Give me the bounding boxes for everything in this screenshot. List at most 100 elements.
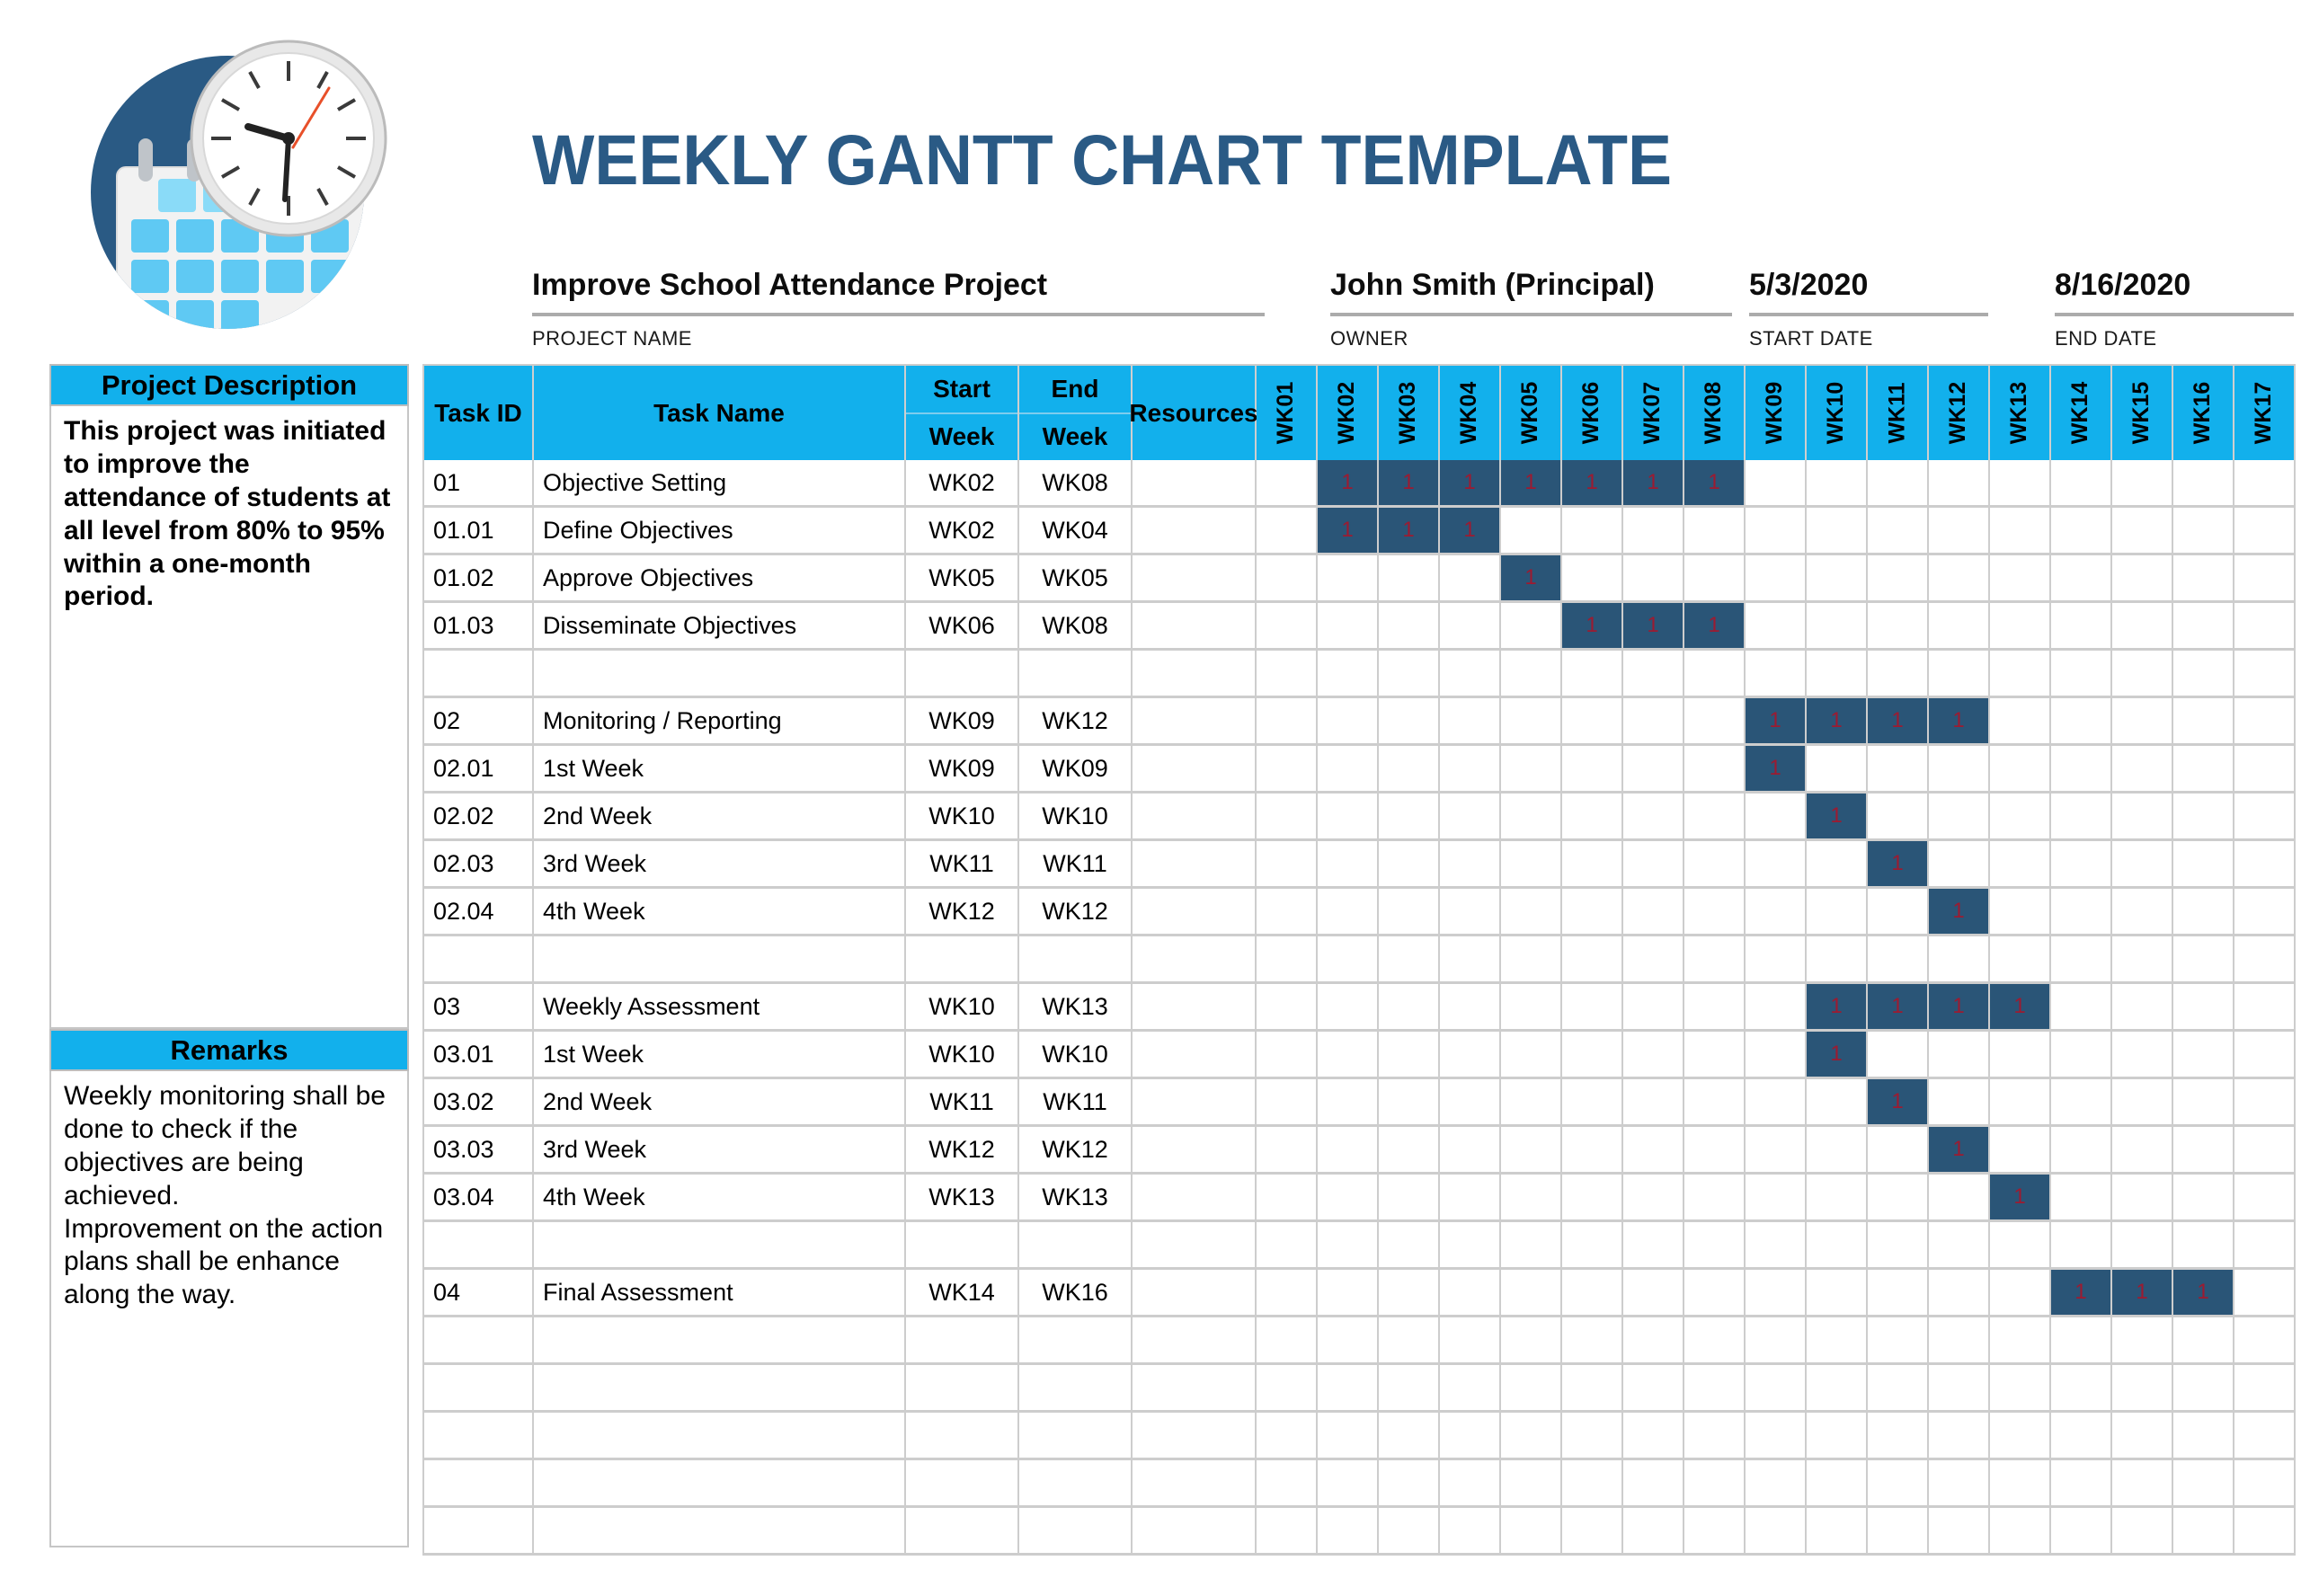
week-cell[interactable]: [1623, 1413, 1684, 1458]
week-cell[interactable]: [1746, 508, 1807, 553]
week-cell[interactable]: [1807, 889, 1868, 934]
week-cell[interactable]: [1257, 889, 1318, 934]
week-cell[interactable]: [1379, 555, 1440, 600]
week-cell[interactable]: [1379, 936, 1440, 981]
week-cell[interactable]: [2234, 1317, 2296, 1362]
week-cell[interactable]: [1684, 746, 1746, 791]
task-id-cell[interactable]: [424, 1413, 534, 1458]
task-id-cell[interactable]: 01.01: [424, 508, 534, 553]
week-cell[interactable]: [2173, 1460, 2234, 1505]
end-week-cell[interactable]: [1019, 651, 1133, 696]
task-name-cell[interactable]: Disseminate Objectives: [534, 603, 906, 648]
end-week-cell[interactable]: WK09: [1019, 746, 1133, 791]
gantt-bar-cell[interactable]: 1: [1807, 794, 1868, 838]
gantt-bar-cell[interactable]: 1: [1623, 460, 1684, 505]
week-cell[interactable]: [1318, 841, 1379, 886]
gantt-bar-cell[interactable]: 1: [1807, 1032, 1868, 1077]
week-cell[interactable]: [1623, 1460, 1684, 1505]
week-cell[interactable]: [2051, 508, 2112, 553]
gantt-bar-cell[interactable]: 1: [1868, 841, 1929, 886]
week-cell[interactable]: [2173, 1222, 2234, 1267]
week-cell[interactable]: [1684, 1460, 1746, 1505]
start-week-cell[interactable]: WK10: [906, 794, 1019, 838]
week-cell[interactable]: [1562, 984, 1623, 1029]
week-cell[interactable]: [1379, 1460, 1440, 1505]
week-cell[interactable]: [2173, 841, 2234, 886]
week-cell[interactable]: [1623, 1508, 1684, 1553]
week-cell[interactable]: [1990, 698, 2051, 743]
project-name-value[interactable]: Improve School Attendance Project: [532, 268, 1048, 302]
week-cell[interactable]: [1257, 460, 1318, 505]
week-cell[interactable]: [1501, 889, 1562, 934]
end-week-cell[interactable]: WK08: [1019, 460, 1133, 505]
week-cell[interactable]: [1746, 1175, 1807, 1219]
week-cell[interactable]: [1623, 1270, 1684, 1315]
week-cell[interactable]: [1807, 1079, 1868, 1124]
resources-cell[interactable]: [1133, 1175, 1257, 1219]
week-cell[interactable]: [1929, 1365, 1990, 1410]
week-cell[interactable]: [1929, 1032, 1990, 1077]
week-cell[interactable]: [1684, 1413, 1746, 1458]
task-id-cell[interactable]: 02.04: [424, 889, 534, 934]
week-cell[interactable]: [1929, 746, 1990, 791]
end-week-cell[interactable]: WK11: [1019, 1079, 1133, 1124]
week-cell[interactable]: [2234, 1127, 2296, 1172]
week-cell[interactable]: [1440, 603, 1501, 648]
resources-cell[interactable]: [1133, 1317, 1257, 1362]
week-cell[interactable]: [2173, 1175, 2234, 1219]
week-cell[interactable]: [1684, 1365, 1746, 1410]
gantt-bar-cell[interactable]: 1: [1562, 460, 1623, 505]
resources-cell[interactable]: [1133, 1032, 1257, 1077]
week-cell[interactable]: [1318, 1032, 1379, 1077]
week-cell[interactable]: [1257, 841, 1318, 886]
week-cell[interactable]: [1868, 794, 1929, 838]
task-id-cell[interactable]: [424, 1317, 534, 1362]
week-cell[interactable]: [2112, 698, 2173, 743]
end-week-cell[interactable]: WK10: [1019, 1032, 1133, 1077]
week-cell[interactable]: [2234, 1460, 2296, 1505]
week-cell[interactable]: [1257, 1270, 1318, 1315]
week-cell[interactable]: [1440, 936, 1501, 981]
week-cell[interactable]: [1868, 508, 1929, 553]
week-cell[interactable]: [1746, 1270, 1807, 1315]
week-cell[interactable]: [2112, 1365, 2173, 1410]
week-cell[interactable]: [1684, 1175, 1746, 1219]
week-cell[interactable]: [1501, 1460, 1562, 1505]
resources-cell[interactable]: [1133, 1508, 1257, 1553]
task-name-cell[interactable]: Define Objectives: [534, 508, 906, 553]
week-cell[interactable]: [1379, 1127, 1440, 1172]
task-name-cell[interactable]: [534, 936, 906, 981]
week-cell[interactable]: [1746, 794, 1807, 838]
start-week-cell[interactable]: [906, 1508, 1019, 1553]
week-cell[interactable]: [1318, 1175, 1379, 1219]
task-id-cell[interactable]: [424, 1222, 534, 1267]
week-cell[interactable]: [1379, 1317, 1440, 1362]
week-cell[interactable]: [1257, 936, 1318, 981]
week-cell[interactable]: [2051, 794, 2112, 838]
week-cell[interactable]: [1257, 555, 1318, 600]
task-name-cell[interactable]: Monitoring / Reporting: [534, 698, 906, 743]
week-cell[interactable]: [1257, 1222, 1318, 1267]
week-cell[interactable]: [1623, 698, 1684, 743]
gantt-bar-cell[interactable]: 1: [1868, 1079, 1929, 1124]
week-cell[interactable]: [2173, 651, 2234, 696]
week-cell[interactable]: [1562, 698, 1623, 743]
gantt-bar-cell[interactable]: 1: [2051, 1270, 2112, 1315]
week-cell[interactable]: [1807, 508, 1868, 553]
end-week-cell[interactable]: WK12: [1019, 1127, 1133, 1172]
week-cell[interactable]: [1623, 794, 1684, 838]
week-cell[interactable]: [2051, 1127, 2112, 1172]
week-cell[interactable]: [1501, 794, 1562, 838]
week-cell[interactable]: [1746, 603, 1807, 648]
week-cell[interactable]: [2112, 841, 2173, 886]
week-cell[interactable]: [2234, 746, 2296, 791]
task-id-cell[interactable]: 01: [424, 460, 534, 505]
week-cell[interactable]: [1623, 936, 1684, 981]
week-cell[interactable]: [1562, 1365, 1623, 1410]
task-name-cell[interactable]: [534, 1222, 906, 1267]
week-cell[interactable]: [2051, 1317, 2112, 1362]
week-cell[interactable]: [2051, 651, 2112, 696]
week-cell[interactable]: [1990, 1413, 2051, 1458]
week-cell[interactable]: [1379, 1175, 1440, 1219]
start-week-cell[interactable]: WK06: [906, 603, 1019, 648]
